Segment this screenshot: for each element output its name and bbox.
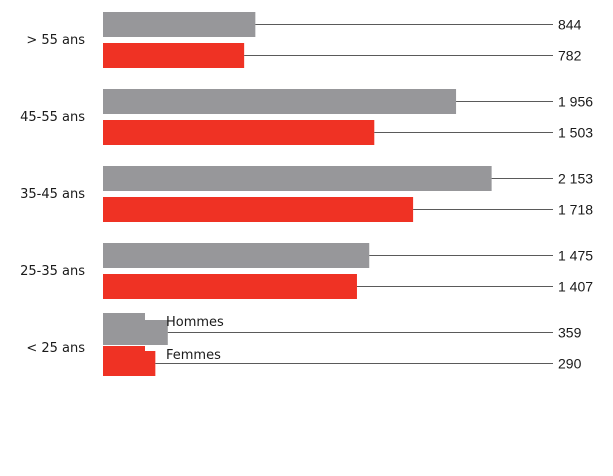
category-label-35-45-ans: 35-45 ans [20, 187, 85, 202]
value-label-hommes-over-55-ans: 844 [558, 17, 582, 33]
category-label-under-25-ans: < 25 ans [26, 341, 85, 356]
value-label-femmes-35-45-ans: 1 718 [558, 202, 593, 218]
value-label-hommes-25-35-ans: 1 475 [558, 248, 593, 264]
category-label-25-35-ans: 25-35 ans [20, 264, 85, 279]
bar-femmes-over-55-ans [103, 43, 245, 68]
legend-label-hommes: Hommes [166, 315, 224, 330]
legend-swatch-femmes [103, 346, 145, 364]
legend: Hommes Femmes [103, 313, 224, 364]
bar-hommes-45-55-ans [103, 89, 457, 114]
value-label-femmes-25-35-ans: 1 407 [558, 279, 593, 295]
leader-lines [155, 24, 553, 364]
legend-swatch-hommes [103, 313, 145, 331]
value-label-hommes-45-55-ans: 1 956 [558, 94, 593, 110]
category-label-over-55-ans: > 55 ans [26, 33, 85, 48]
bar-hommes-35-45-ans [103, 166, 492, 191]
category-label-45-55-ans: 45-55 ans [20, 110, 85, 125]
bar-femmes-35-45-ans [103, 197, 414, 222]
legend-label-femmes: Femmes [166, 348, 221, 363]
bars [103, 12, 492, 376]
value-label-femmes-over-55-ans: 782 [558, 48, 582, 64]
value-label-femmes-45-55-ans: 1 503 [558, 125, 593, 141]
bar-femmes-25-35-ans [103, 274, 357, 299]
bar-hommes-25-35-ans [103, 243, 370, 268]
category-labels: > 55 ans 45-55 ans 35-45 ans 25-35 ans < 25 … [20, 33, 85, 356]
value-label-hommes-under-25-ans: 359 [558, 325, 582, 341]
bar-femmes-45-55-ans [103, 120, 375, 145]
value-label-femmes-under-25-ans: 290 [558, 356, 582, 372]
bar-hommes-over-55-ans [103, 12, 256, 37]
value-labels: 844 782 1 956 1 503 2 153 1 718 1 475 1 407 359 2… [558, 17, 593, 372]
value-label-hommes-35-45-ans: 2 153 [558, 171, 593, 187]
